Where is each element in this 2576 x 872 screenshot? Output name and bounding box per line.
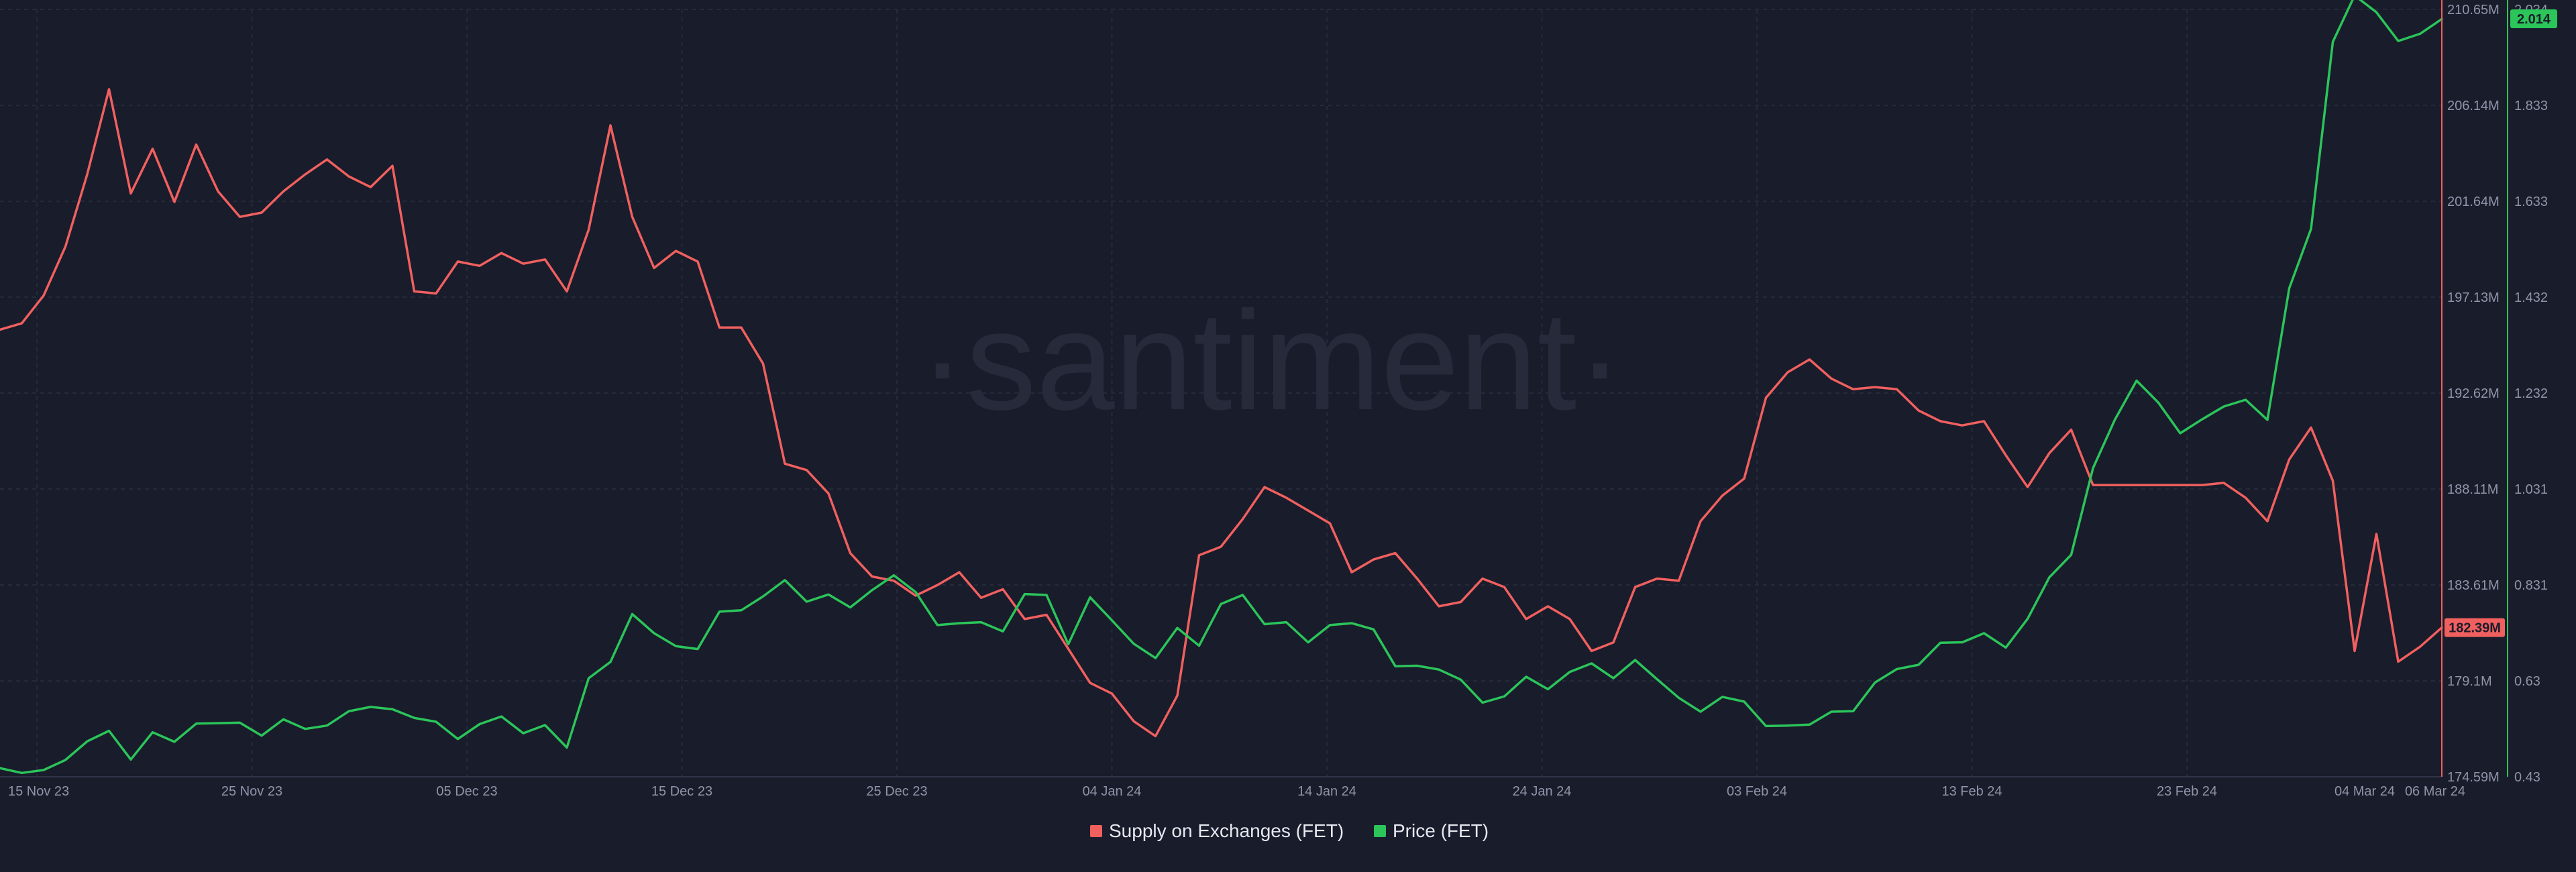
y-right-tick-label: 0.63 bbox=[2514, 674, 2540, 689]
x-tick-label: 15 Dec 23 bbox=[651, 784, 712, 799]
y-right-tick-label: 0.831 bbox=[2514, 578, 2548, 593]
x-tick-label: 14 Jan 24 bbox=[1297, 784, 1356, 799]
legend-layer[interactable]: Supply on Exchanges (FET) Price (FET) bbox=[1090, 820, 1489, 841]
grid-layer bbox=[0, 9, 2442, 777]
x-tick-label: 13 Feb 24 bbox=[1941, 784, 2002, 799]
x-tick-label: 15 Nov 23 bbox=[8, 784, 69, 799]
x-tick-label: 04 Jan 24 bbox=[1083, 784, 1142, 799]
series-line-price bbox=[0, 0, 2443, 775]
y-right-tick-label: 1.833 bbox=[2514, 99, 2548, 113]
current-value-badge-price-bg bbox=[2510, 9, 2557, 28]
legend-item-supply[interactable]: Supply on Exchanges (FET) bbox=[1090, 820, 1344, 841]
x-tick-label: 25 Nov 23 bbox=[221, 784, 282, 799]
current-value-badge-price-label: 2.014 bbox=[2517, 12, 2551, 27]
axis-layer: 210.65M2.034206.14M1.833201.64M1.633197.… bbox=[0, 0, 2557, 799]
y-right-tick-label: 1.432 bbox=[2514, 290, 2548, 305]
x-tick-label: 25 Dec 23 bbox=[866, 784, 927, 799]
x-tick-label: 05 Dec 23 bbox=[436, 784, 497, 799]
series-line-supply-on-exchanges bbox=[0, 88, 2443, 738]
legend-item-price[interactable]: Price (FET) bbox=[1374, 820, 1489, 841]
y-left-tick-label: 197.13M bbox=[2447, 290, 2500, 305]
current-value-badge-supply: 182.39M bbox=[2445, 618, 2505, 637]
current-value-badge-price: 2.014 bbox=[2510, 9, 2557, 28]
x-tick-label: 04 Mar 24 bbox=[2334, 784, 2395, 799]
y-right-tick-label: 1.633 bbox=[2514, 195, 2548, 209]
x-tick-label: 06 Mar 24 bbox=[2405, 784, 2465, 799]
current-value-badge-supply-label: 182.39M bbox=[2449, 621, 2501, 636]
legend-item-supply-swatch bbox=[1090, 825, 1102, 837]
y-left-tick-label: 179.1M bbox=[2447, 674, 2492, 689]
current-value-badge-supply-bg bbox=[2445, 618, 2505, 637]
y-right-tick-label: 1.031 bbox=[2514, 482, 2548, 497]
watermark: ·santiment· bbox=[919, 282, 1623, 439]
y-right-tick-label: 1.232 bbox=[2514, 386, 2548, 401]
legend-item-supply-label: Supply on Exchanges (FET) bbox=[1109, 820, 1344, 841]
y-left-tick-label: 206.14M bbox=[2447, 99, 2500, 113]
legend-item-price-label: Price (FET) bbox=[1393, 820, 1489, 841]
y-left-tick-label: 183.61M bbox=[2447, 578, 2500, 593]
legend-item-price-swatch bbox=[1374, 825, 1386, 837]
y-left-tick-label: 192.62M bbox=[2447, 386, 2500, 401]
x-tick-label: 24 Jan 24 bbox=[1513, 784, 1572, 799]
x-tick-label: 23 Feb 24 bbox=[2157, 784, 2217, 799]
y-left-tick-label: 174.59M bbox=[2447, 770, 2500, 785]
y-left-tick-label: 188.11M bbox=[2447, 482, 2498, 497]
y-left-tick-label: 210.65M bbox=[2447, 3, 2500, 17]
x-tick-label: 03 Feb 24 bbox=[1727, 784, 1787, 799]
y-left-tick-label: 201.64M bbox=[2447, 195, 2500, 209]
series-layer bbox=[0, 0, 2443, 775]
y-right-tick-label: 0.43 bbox=[2514, 770, 2540, 785]
